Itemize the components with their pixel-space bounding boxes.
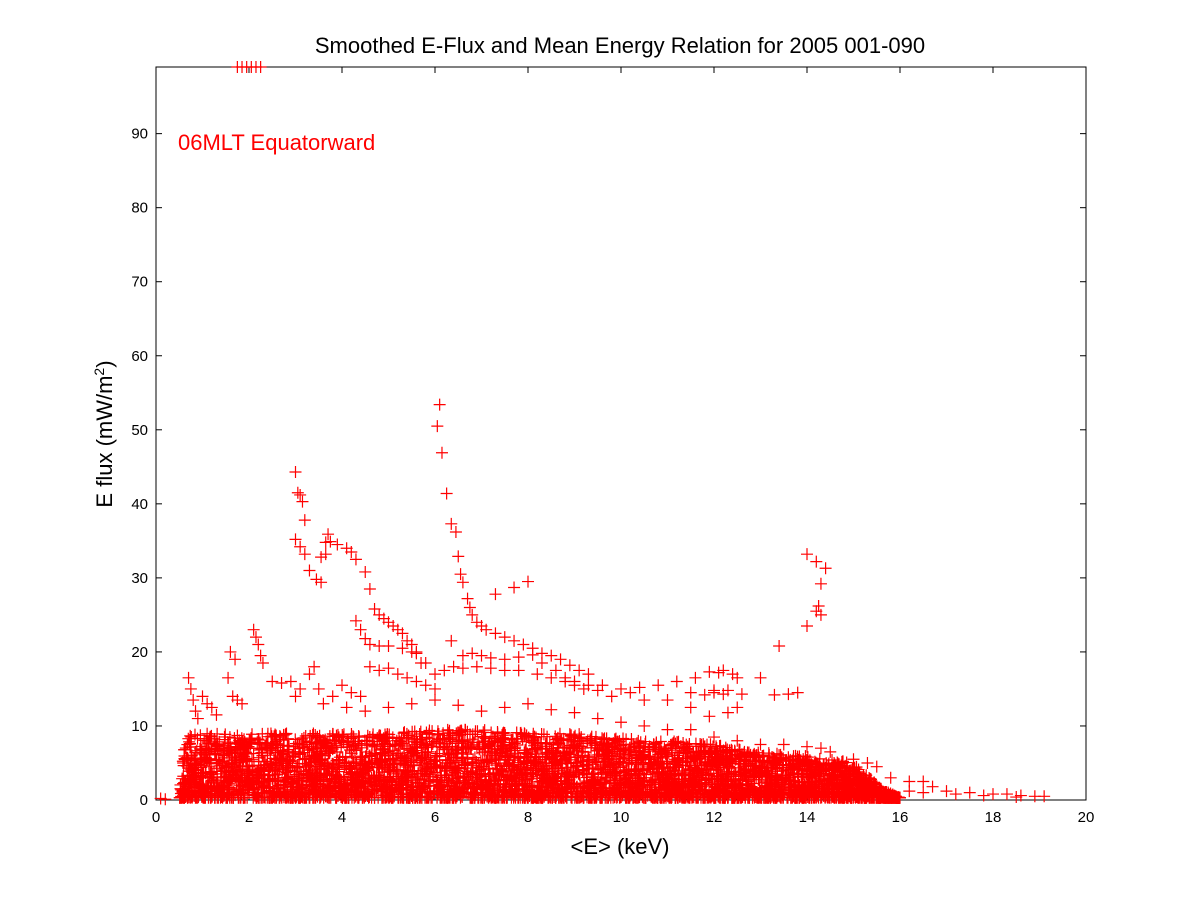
x-tick-label: 20 bbox=[1078, 809, 1095, 826]
y-tick-label: 60 bbox=[131, 348, 148, 365]
y-tick-label: 70 bbox=[131, 274, 148, 291]
cloud-point bbox=[665, 770, 678, 783]
cloud-point bbox=[623, 741, 636, 754]
cloud-point bbox=[231, 743, 244, 756]
cloud-point bbox=[181, 769, 194, 782]
x-tick-label: 0 bbox=[152, 809, 160, 826]
cloud-point bbox=[398, 726, 411, 739]
cloud-point bbox=[211, 727, 224, 740]
dense-point-cloud bbox=[173, 723, 906, 804]
x-tick-label: 16 bbox=[892, 809, 909, 826]
cloud-point bbox=[640, 768, 653, 781]
cloud-point bbox=[570, 756, 583, 769]
y-axis-ticks: 0 10 20 30 40 50 60 70 80 90 bbox=[131, 126, 1086, 809]
cloud-point bbox=[647, 738, 660, 751]
y-tick-label: 30 bbox=[131, 570, 148, 587]
y-tick-label: 10 bbox=[131, 718, 148, 735]
cloud-point bbox=[333, 751, 346, 764]
x-tick-label: 4 bbox=[338, 809, 346, 826]
cloud-point bbox=[468, 751, 481, 764]
cloud-point bbox=[245, 732, 258, 745]
cloud-point bbox=[461, 765, 474, 778]
cloud-point bbox=[558, 742, 571, 755]
x-axis-ticks: 0 2 4 6 8 10 12 14 16 18 20 bbox=[152, 67, 1095, 826]
cloud-point bbox=[589, 756, 602, 769]
y-tick-label: 50 bbox=[131, 422, 148, 439]
x-tick-label: 10 bbox=[613, 809, 630, 826]
y-tick-label: 80 bbox=[131, 200, 148, 217]
cloud-point bbox=[254, 761, 267, 774]
y-tick-label: 90 bbox=[131, 126, 148, 143]
cloud-point bbox=[592, 748, 605, 761]
cloud-point bbox=[194, 769, 207, 782]
cloud-point bbox=[223, 731, 236, 744]
x-tick-label: 8 bbox=[524, 809, 532, 826]
cloud-point bbox=[182, 732, 195, 745]
cloud-point bbox=[704, 738, 717, 751]
x-tick-label: 12 bbox=[706, 809, 723, 826]
cloud-point bbox=[613, 776, 626, 789]
cloud-point bbox=[466, 728, 479, 741]
y-tick-label: 40 bbox=[131, 496, 148, 513]
cloud-point bbox=[680, 738, 693, 751]
x-tick-label: 18 bbox=[985, 809, 1002, 826]
cloud-point bbox=[481, 740, 494, 753]
cloud-point bbox=[760, 785, 773, 798]
cloud-point bbox=[408, 725, 421, 738]
x-tick-label: 14 bbox=[799, 809, 816, 826]
cloud-point bbox=[642, 743, 655, 756]
cloud-point bbox=[202, 737, 215, 750]
cloud-point bbox=[571, 757, 584, 770]
cloud-point bbox=[569, 764, 582, 777]
x-tick-label: 2 bbox=[245, 809, 253, 826]
x-tick-label: 6 bbox=[431, 809, 439, 826]
y-tick-label: 0 bbox=[140, 792, 148, 809]
cloud-point bbox=[216, 758, 229, 771]
cloud-point bbox=[420, 726, 433, 739]
cloud-point bbox=[614, 742, 627, 755]
cloud-point bbox=[537, 728, 550, 741]
chart-title: Smoothed E-Flux and Mean Energy Relation… bbox=[315, 33, 925, 58]
cloud-point bbox=[505, 733, 518, 746]
cloud-point bbox=[704, 776, 717, 789]
cloud-point bbox=[504, 741, 517, 754]
cloud-point bbox=[662, 761, 675, 774]
y-tick-label: 20 bbox=[131, 644, 148, 661]
cloud-point bbox=[443, 724, 456, 737]
cloud-point bbox=[219, 739, 232, 752]
